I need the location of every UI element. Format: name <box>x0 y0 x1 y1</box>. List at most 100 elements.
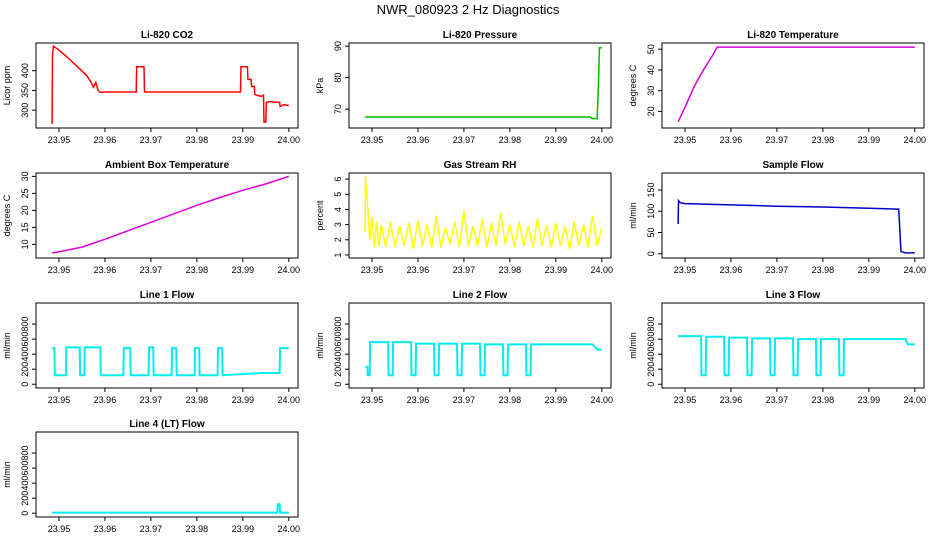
x-tick-label: 23.98 <box>186 395 209 405</box>
series-line-line3 <box>678 335 915 377</box>
x-tick-label: 23.98 <box>812 395 835 405</box>
x-tick-label: 23.96 <box>407 265 430 275</box>
y-tick-label: 50 <box>646 44 656 54</box>
series-line-line1 <box>52 346 289 377</box>
y-tick-label: 3 <box>333 222 343 227</box>
y-tick-label: 400 <box>333 347 343 362</box>
y-tick-label: 800 <box>646 317 656 332</box>
x-tick-label: 24.00 <box>278 395 301 405</box>
y-tick-label: 800 <box>20 317 30 332</box>
y-tick-label: 5 <box>333 192 343 197</box>
y-tick-label: 1 <box>333 252 343 257</box>
x-tick-label: 23.99 <box>232 135 255 145</box>
x-tick-label: 23.99 <box>232 524 255 534</box>
y-axis-label: ml/min <box>628 332 638 359</box>
y-tick-label: 150 <box>646 182 656 197</box>
y-tick-label: 400 <box>20 476 30 491</box>
y-tick-label: 350 <box>20 83 30 98</box>
x-tick-label: 23.98 <box>499 265 522 275</box>
x-tick-label: 23.99 <box>232 395 255 405</box>
plot-frame <box>661 302 925 389</box>
panel-sample: Sample Flow ml/min 23.95 23.96 23.97 23.98 23.… <box>628 160 926 275</box>
y-tick-label: 50 <box>646 227 656 237</box>
y-axis-label: Licor ppm <box>2 66 12 106</box>
x-tick-label: 23.96 <box>720 135 743 145</box>
x-tick-label: 23.98 <box>812 265 835 275</box>
series-line-pressure <box>365 46 602 120</box>
x-tick-label: 23.95 <box>674 395 697 405</box>
y-tick-label: 800 <box>20 446 30 461</box>
x-tick-label: 23.99 <box>858 135 881 145</box>
x-tick-label: 23.96 <box>94 524 117 534</box>
panel-line2: Line 2 Flow ml/min 23.95 23.96 23.97 23.98 23.… <box>315 290 613 405</box>
y-axis-label: percent <box>315 200 325 231</box>
y-tick-label: 10 <box>20 239 30 249</box>
series-line-temperature <box>677 46 915 123</box>
panel-title: Line 1 Flow <box>140 290 195 301</box>
series-line-line4 <box>52 503 289 514</box>
y-tick-label: 100 <box>646 204 656 219</box>
x-tick-label: 23.95 <box>361 395 384 405</box>
x-tick-label: 23.99 <box>545 395 568 405</box>
x-tick-label: 23.97 <box>766 395 789 405</box>
panel-ambient: Ambient Box Temperature degrees C 23.95 23.… <box>2 160 300 275</box>
y-tick-label: 300 <box>20 103 30 118</box>
y-tick-label: 600 <box>333 332 343 347</box>
x-tick-label: 23.98 <box>499 395 522 405</box>
y-tick-label: 0 <box>333 382 343 387</box>
y-axis-label: degrees C <box>2 194 12 236</box>
x-tick-label: 23.96 <box>407 135 430 145</box>
x-tick-label: 23.98 <box>499 135 522 145</box>
y-tick-label: 70 <box>333 104 343 114</box>
x-tick-label: 23.99 <box>858 395 881 405</box>
plot-frame <box>661 42 925 129</box>
x-tick-label: 23.97 <box>766 135 789 145</box>
plot-frame <box>35 302 299 389</box>
x-tick-label: 23.99 <box>545 265 568 275</box>
x-tick-label: 23.96 <box>407 395 430 405</box>
x-tick-label: 23.97 <box>140 524 163 534</box>
y-tick-label: 400 <box>646 347 656 362</box>
series-line-sample <box>677 198 915 254</box>
plot-frame <box>348 42 612 129</box>
y-axis-label: ml/min <box>315 332 325 359</box>
x-tick-label: 23.99 <box>858 265 881 275</box>
x-tick-label: 24.00 <box>591 135 614 145</box>
y-tick-label: 0 <box>646 382 656 387</box>
panel-line4: Line 4 (LT) Flow ml/min 23.95 23.96 23.97 23.… <box>2 419 300 534</box>
y-tick-label: 200 <box>20 362 30 377</box>
y-tick-label: 0 <box>20 382 30 387</box>
y-axis-label: ml/min <box>628 202 638 229</box>
series-line-ambient <box>51 175 290 254</box>
y-tick-label: 200 <box>646 362 656 377</box>
page-title: NWR_080923 2 Hz Diagnostics <box>377 2 560 17</box>
x-tick-label: 23.96 <box>720 395 743 405</box>
x-tick-label: 23.96 <box>94 135 117 145</box>
y-tick-label: 200 <box>333 362 343 377</box>
panel-title: Li-820 Temperature <box>747 30 839 41</box>
x-tick-label: 23.97 <box>140 265 163 275</box>
panel-title: Li-820 CO2 <box>141 30 194 41</box>
x-tick-label: 24.00 <box>278 135 301 145</box>
panel-title: Line 4 (LT) Flow <box>129 419 205 430</box>
x-tick-label: 23.95 <box>361 135 384 145</box>
y-axis-label: degrees C <box>628 64 638 106</box>
x-tick-label: 23.98 <box>186 524 209 534</box>
y-tick-label: 600 <box>646 332 656 347</box>
panel-title: Ambient Box Temperature <box>105 160 230 171</box>
panel-title: Line 2 Flow <box>453 290 508 301</box>
panel-co2: Li-820 CO2 Licor ppm 23.95 23.96 23.97 23.98 2… <box>2 30 300 145</box>
y-tick-label: 25 <box>20 188 30 198</box>
x-tick-label: 23.96 <box>94 265 117 275</box>
x-tick-label: 23.97 <box>453 135 476 145</box>
panel-title: Li-820 Pressure <box>443 30 518 41</box>
x-tick-label: 23.97 <box>453 395 476 405</box>
panel-pressure: Li-820 Pressure kPa 23.95 23.96 23.97 23.98 23… <box>315 30 613 145</box>
panel-temperature: Li-820 Temperature degrees C 23.95 23.96 23.… <box>628 30 926 145</box>
y-tick-label: 20 <box>20 205 30 215</box>
x-tick-label: 23.97 <box>140 135 163 145</box>
y-axis-label: ml/min <box>2 332 12 359</box>
x-tick-label: 23.99 <box>545 135 568 145</box>
